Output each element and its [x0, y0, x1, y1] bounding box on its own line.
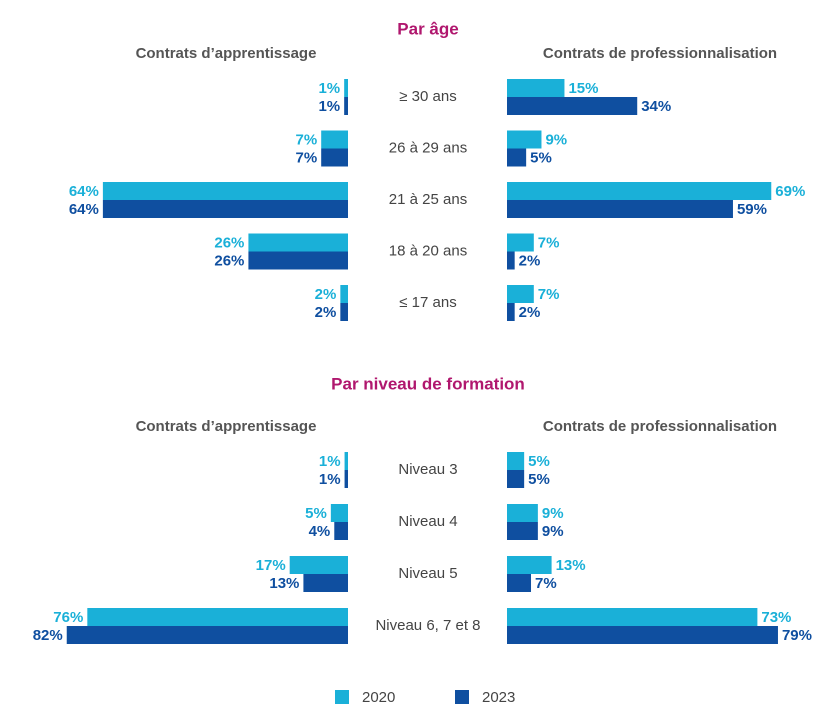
bar — [507, 452, 525, 470]
bar — [248, 233, 348, 252]
bar — [507, 285, 534, 303]
value-label: 5% — [528, 471, 550, 488]
bar — [334, 522, 348, 540]
bar — [87, 608, 348, 626]
value-label: 26% — [214, 234, 244, 251]
value-label: 7% — [296, 149, 318, 166]
bar — [507, 556, 552, 574]
bar — [507, 200, 733, 218]
value-label: 15% — [568, 80, 598, 97]
bar — [507, 130, 542, 149]
value-label: 79% — [782, 627, 812, 644]
bar — [507, 504, 538, 522]
category-label: Niveau 3 — [398, 461, 457, 478]
bar — [507, 608, 758, 626]
bar — [507, 251, 515, 270]
category-label: 21 à 25 ans — [389, 191, 467, 208]
value-label: 13% — [269, 575, 299, 592]
value-label: 2% — [315, 286, 337, 303]
bar — [340, 285, 348, 303]
bar — [303, 574, 348, 592]
value-label: 5% — [305, 505, 327, 522]
legend-label: 2020 — [362, 689, 395, 706]
section-title: Par niveau de formation — [331, 374, 525, 393]
value-label: 34% — [641, 98, 671, 115]
value-label: 1% — [318, 80, 340, 97]
value-label: 9% — [542, 523, 564, 540]
category-label: Niveau 4 — [398, 513, 457, 530]
category-label: Niveau 6, 7 et 8 — [375, 617, 480, 634]
bar — [507, 626, 778, 644]
bar — [507, 470, 525, 488]
category-label: ≤ 17 ans — [399, 294, 456, 311]
panel-title: Contrats d’apprentissage — [136, 418, 317, 435]
bar — [507, 574, 532, 592]
panel-title: Contrats de professionnalisation — [543, 45, 777, 62]
value-label: 7% — [535, 575, 557, 592]
category-label: Niveau 5 — [398, 565, 457, 582]
value-label: 9% — [542, 505, 564, 522]
value-label: 2% — [519, 304, 541, 321]
value-label: 2% — [315, 304, 337, 321]
value-label: 73% — [761, 609, 791, 626]
legend-label: 2023 — [482, 689, 515, 706]
category-label: ≥ 30 ans — [399, 88, 456, 105]
panel-title: Contrats d’apprentissage — [136, 45, 317, 62]
value-label: 1% — [319, 471, 341, 488]
value-label: 7% — [538, 234, 560, 251]
category-label: 18 à 20 ans — [389, 242, 467, 259]
value-label: 5% — [528, 453, 550, 470]
section-title: Par âge — [397, 19, 458, 38]
bar — [248, 251, 348, 270]
value-label: 76% — [53, 609, 83, 626]
bar — [507, 182, 772, 200]
value-label: 64% — [69, 183, 99, 200]
bar — [344, 470, 348, 488]
value-label: 7% — [538, 286, 560, 303]
bar — [321, 148, 348, 167]
value-label: 64% — [69, 201, 99, 218]
legend-swatch — [455, 690, 469, 704]
bar — [507, 233, 534, 252]
value-label: 69% — [775, 183, 805, 200]
bar — [507, 303, 515, 321]
bar — [330, 504, 348, 522]
bar — [344, 97, 348, 115]
bar — [507, 148, 527, 167]
value-label: 9% — [545, 131, 567, 148]
bar — [66, 626, 349, 644]
value-label: 26% — [214, 252, 244, 269]
value-label: 7% — [296, 131, 318, 148]
bar — [344, 79, 348, 97]
bar — [507, 522, 538, 540]
value-label: 13% — [556, 557, 586, 574]
value-label: 4% — [309, 523, 331, 540]
value-label: 1% — [318, 98, 340, 115]
bar — [507, 79, 565, 97]
legend-swatch — [335, 690, 349, 704]
bar — [507, 97, 638, 115]
value-label: 5% — [530, 149, 552, 166]
panel-title: Contrats de professionnalisation — [543, 418, 777, 435]
bar — [340, 303, 348, 321]
value-label: 59% — [737, 201, 767, 218]
bar — [344, 452, 348, 470]
value-label: 82% — [33, 627, 63, 644]
bar — [321, 130, 348, 149]
value-label: 17% — [256, 557, 286, 574]
category-label: 26 à 29 ans — [389, 139, 467, 156]
bar — [102, 182, 348, 200]
value-label: 1% — [319, 453, 341, 470]
bar — [102, 200, 348, 218]
bar — [289, 556, 348, 574]
value-label: 2% — [519, 252, 541, 269]
